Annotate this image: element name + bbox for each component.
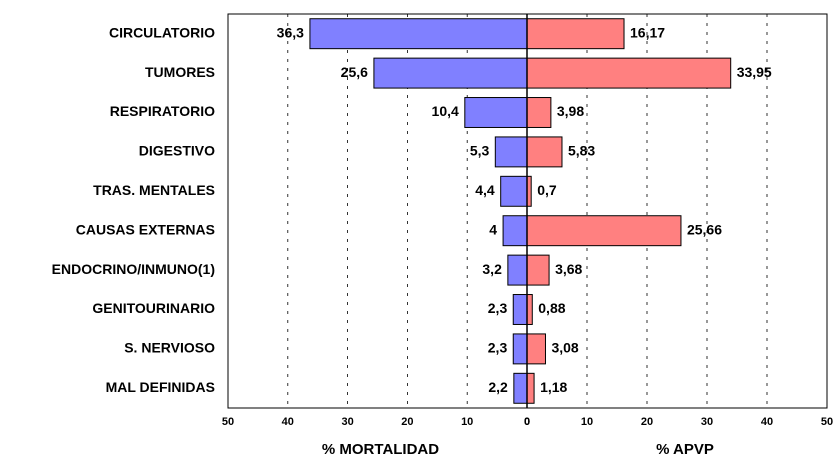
bar xyxy=(526,18,625,50)
axis-label: % MORTALIDAD xyxy=(322,441,439,458)
value-label: 0,88 xyxy=(538,300,565,316)
x-tick-label: 30 xyxy=(341,416,353,428)
x-tick-label: 10 xyxy=(461,416,473,428)
axis-label: % APVP xyxy=(656,441,714,458)
category-label: TRAS. MENTALES xyxy=(93,182,215,198)
bar xyxy=(464,97,528,128)
bar xyxy=(500,175,528,207)
bar xyxy=(309,18,528,50)
bar xyxy=(512,333,528,365)
x-tick-label: 50 xyxy=(821,416,833,428)
category-label: ENDOCRINO/INMUNO(1) xyxy=(52,261,215,277)
value-label: 36,3 xyxy=(277,24,304,40)
value-label: 2,2 xyxy=(488,379,508,395)
bar xyxy=(526,333,546,365)
category-label: TUMORES xyxy=(145,64,215,80)
x-tick-label: 0 xyxy=(524,416,530,428)
value-label: 3,68 xyxy=(555,261,582,277)
x-tick-label: 50 xyxy=(222,416,234,428)
value-label: 5,83 xyxy=(568,143,595,159)
value-label: 2,3 xyxy=(488,300,508,316)
bar xyxy=(526,97,552,128)
value-label: 3,08 xyxy=(551,340,578,356)
bar xyxy=(526,254,550,286)
x-tick-label: 40 xyxy=(761,416,773,428)
value-label: 4,4 xyxy=(475,182,495,198)
bar xyxy=(526,136,563,168)
value-label: 3,2 xyxy=(482,261,502,277)
x-tick-label: 0 xyxy=(524,416,530,428)
value-label: 0,7 xyxy=(537,182,557,198)
category-label: CIRCULATORIO xyxy=(109,24,215,40)
x-tick-label: 10 xyxy=(581,416,593,428)
value-label: 3,98 xyxy=(557,103,584,119)
bar xyxy=(512,294,528,325)
category-label: MAL DEFINIDAS xyxy=(106,379,215,395)
x-tick-label: 40 xyxy=(282,416,294,428)
value-label: 10,4 xyxy=(432,103,459,119)
bar xyxy=(526,372,535,404)
value-label: 4 xyxy=(489,221,497,237)
bar xyxy=(513,372,528,404)
value-label: 33,95 xyxy=(737,64,772,80)
category-label: GENITOURINARIO xyxy=(92,300,215,316)
value-label: 1,18 xyxy=(540,379,567,395)
bar xyxy=(526,294,533,325)
x-tick-label: 20 xyxy=(401,416,413,428)
value-label: 16,17 xyxy=(630,24,665,40)
x-tick-label: 30 xyxy=(701,416,713,428)
value-label: 5,3 xyxy=(470,143,490,159)
category-label: RESPIRATORIO xyxy=(110,103,215,119)
bar xyxy=(373,57,528,89)
value-label: 25,6 xyxy=(341,64,368,80)
bar xyxy=(526,215,682,247)
bar xyxy=(494,136,528,168)
category-label: DIGESTIVO xyxy=(139,143,215,159)
bar xyxy=(526,57,732,89)
category-label: CAUSAS EXTERNAS xyxy=(76,221,215,237)
bar xyxy=(502,215,528,247)
value-label: 2,3 xyxy=(488,340,508,356)
x-tick-label: 20 xyxy=(641,416,653,428)
bar xyxy=(507,254,528,286)
value-label: 25,66 xyxy=(687,221,722,237)
category-label: S. NERVIOSO xyxy=(124,340,215,356)
